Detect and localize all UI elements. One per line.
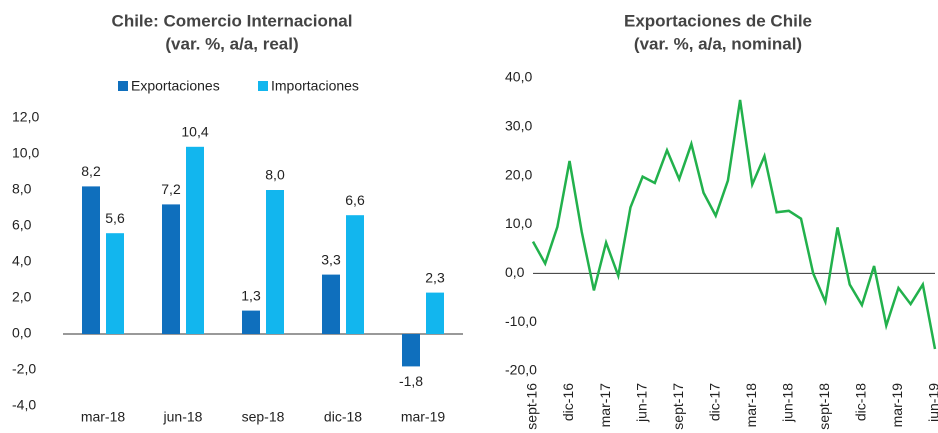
- value-label: 2,3: [425, 269, 445, 285]
- bar: [242, 310, 260, 334]
- y-tick-label: 30,0: [505, 118, 532, 134]
- value-label: 1,3: [241, 287, 261, 303]
- y-tick-label: 8,0: [12, 181, 32, 197]
- bar: [346, 215, 364, 334]
- legend-label: Exportaciones: [131, 78, 220, 94]
- x-tick-label: dic-18: [853, 383, 869, 421]
- x-tick-label: mar-18: [743, 383, 759, 428]
- chart-subtitle: (var. %, a/a, real): [165, 34, 298, 53]
- x-tick-label: sept-16: [524, 383, 540, 430]
- x-tick-label: sep-18: [242, 409, 285, 425]
- legend-label: Importaciones: [271, 78, 359, 94]
- chart-title: Exportaciones de Chile: [624, 11, 812, 30]
- y-tick-label: -10,0: [505, 313, 537, 329]
- chart-title: Chile: Comercio Internacional: [112, 11, 353, 30]
- value-label: 10,4: [181, 124, 208, 140]
- y-tick-label: 40,0: [505, 69, 532, 85]
- value-label: 3,3: [321, 251, 341, 267]
- y-tick-label: 0,0: [505, 264, 525, 280]
- y-tick-label: 2,0: [12, 289, 32, 305]
- value-label: 5,6: [105, 210, 125, 226]
- y-tick-label: 12,0: [12, 109, 39, 125]
- bar: [82, 186, 100, 334]
- y-tick-label: 0,0: [12, 325, 32, 341]
- bar: [266, 190, 284, 334]
- x-tick-label: mar-19: [401, 409, 446, 425]
- bar: [106, 233, 124, 334]
- x-tick-label: jun-18: [780, 383, 796, 423]
- y-tick-label: -20,0: [505, 362, 537, 378]
- legend-swatch: [258, 81, 268, 91]
- value-label: -1,8: [399, 373, 423, 389]
- y-tick-label: 4,0: [12, 253, 32, 269]
- y-tick-label: -2,0: [12, 361, 36, 377]
- bar: [162, 204, 180, 334]
- line: [531, 99, 937, 350]
- value-label: 8,2: [81, 163, 101, 179]
- y-tick-label: 10,0: [505, 215, 532, 231]
- value-label: 7,2: [161, 181, 181, 197]
- x-tick-label: mar-17: [597, 383, 613, 428]
- chart-subtitle: (var. %, a/a, nominal): [634, 34, 802, 53]
- y-tick-label: 20,0: [505, 166, 532, 182]
- x-tick-label: sept-18: [816, 383, 832, 430]
- x-tick-label: dic-18: [324, 409, 362, 425]
- x-tick-label: sept-17: [670, 383, 686, 430]
- bar: [322, 274, 340, 334]
- bar: [186, 146, 204, 334]
- x-tick-label: mar-18: [81, 409, 126, 425]
- x-tick-label: jun-19: [926, 383, 938, 423]
- bar: [426, 292, 444, 334]
- value-label: 8,0: [265, 167, 285, 183]
- y-tick-label: 6,0: [12, 217, 32, 233]
- bar: [402, 334, 420, 367]
- x-tick-label: dic-17: [706, 383, 722, 421]
- legend-swatch: [118, 81, 128, 91]
- x-tick-label: dic-16: [560, 383, 576, 421]
- x-tick-label: jun-18: [163, 409, 203, 425]
- x-tick-label: mar-19: [889, 383, 905, 428]
- x-tick-label: jun-17: [633, 383, 649, 423]
- y-tick-label: 10,0: [12, 145, 39, 161]
- y-tick-label: -4,0: [12, 397, 36, 413]
- value-label: 6,6: [345, 192, 365, 208]
